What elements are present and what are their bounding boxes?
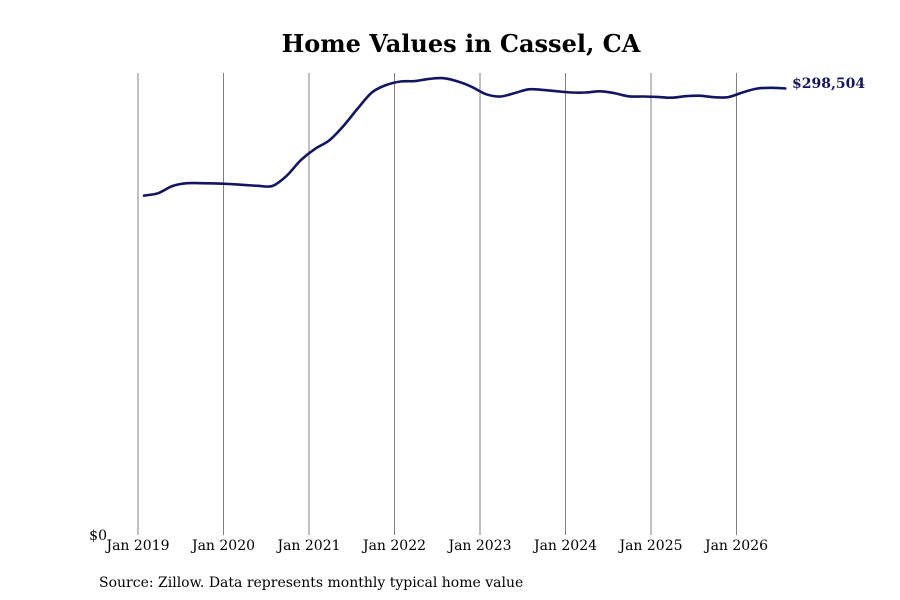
x-tick-label: Jan 2023 (446, 538, 511, 554)
x-tick-label: Jan 2021 (275, 538, 340, 554)
y-axis-tick-labels: $0 (89, 528, 107, 544)
vertical-gridlines (137, 73, 737, 535)
home-value-line (142, 76, 787, 197)
source-note: Source: Zillow. Data represents monthly … (99, 575, 523, 591)
latest-value-label: $298,504 (792, 76, 865, 92)
x-axis-tick-labels: Jan 2019 Jan 2020 Jan 2021 Jan 2022 Jan 2023… (104, 538, 768, 554)
y-tick-label: $0 (89, 528, 107, 544)
x-tick-label: Jan 2026 (703, 538, 768, 554)
x-tick-label: Jan 2019 (104, 538, 169, 554)
x-tick-label: Jan 2022 (361, 538, 426, 554)
x-tick-label: Jan 2020 (190, 538, 255, 554)
chart-title: Home Values in Cassel, CA (282, 29, 641, 58)
x-tick-label: Jan 2024 (532, 538, 597, 554)
x-tick-label: Jan 2025 (617, 538, 682, 554)
